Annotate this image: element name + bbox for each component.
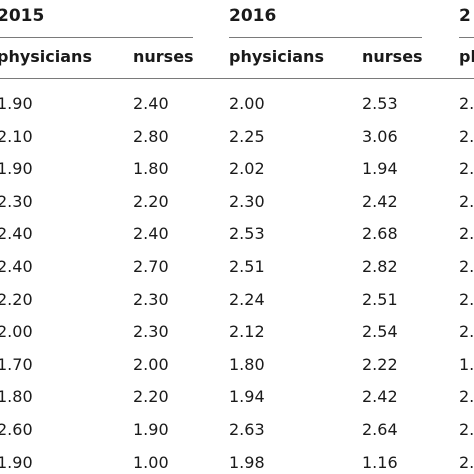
table-cell: 1.90 <box>0 452 33 472</box>
table-cell: 2.40 <box>0 224 33 244</box>
table-cell: 2.30 <box>133 322 169 342</box>
column-header: nurses <box>133 47 194 66</box>
table-cell: 2.24 <box>229 289 265 309</box>
table-cell: 2. <box>459 257 474 276</box>
table-cell: 2.00 <box>0 322 33 342</box>
table-cell: 2.51 <box>229 257 265 276</box>
table-cell: 1.90 <box>0 159 33 179</box>
table-cell: 2.63 <box>229 420 265 439</box>
table-cell: 2.00 <box>133 354 169 374</box>
table-cell: 2. <box>459 159 474 179</box>
table-cell: 2.12 <box>229 322 265 342</box>
table-cell: 2.60 <box>0 420 33 439</box>
column-header: nurses <box>362 47 423 66</box>
table-cell: 1.94 <box>229 387 265 407</box>
year-rule-2015 <box>0 37 193 38</box>
header-rule <box>0 78 474 79</box>
table-cell: 2.82 <box>362 257 398 276</box>
column-header: physicians <box>0 47 92 66</box>
year-header-2016: 2016 <box>229 6 277 26</box>
table-cell: 2.40 <box>133 224 169 244</box>
table-cell: 1.90 <box>0 94 33 113</box>
table-cell: 2.22 <box>362 354 398 374</box>
table-cell: 1.98 <box>229 452 265 472</box>
table-cell: 2.30 <box>229 191 265 211</box>
table-cell: 2.20 <box>133 387 169 407</box>
table-cell: 2.30 <box>133 289 169 309</box>
table-cell: 2. <box>459 224 474 244</box>
table-cell: 1.70 <box>0 354 33 374</box>
year-rule-2016 <box>229 37 422 38</box>
table-cell: 2. <box>459 126 474 146</box>
table-cell: 2.53 <box>362 94 398 113</box>
year-header-2017: 2 <box>459 6 471 26</box>
year-rule-2017 <box>459 37 474 38</box>
table-cell: 1.80 <box>0 387 33 407</box>
table-cell: 1.16 <box>362 452 398 472</box>
table-cell: 2. <box>459 322 474 342</box>
table-cell: 1.94 <box>362 159 398 179</box>
table-cell: 2.53 <box>229 224 265 244</box>
table-cell: 1.90 <box>133 420 169 439</box>
table-cell: 2.40 <box>133 94 169 113</box>
table-cell: 2. <box>459 94 474 113</box>
table-cell: 2.70 <box>133 257 169 276</box>
year-header-2015: 2015 <box>0 6 45 26</box>
table-cell: 2. <box>459 289 474 309</box>
table-cell: 2.00 <box>229 94 265 113</box>
table-cell: 2.40 <box>0 257 33 276</box>
table-cell: 2.51 <box>362 289 398 309</box>
table-cell: 2.10 <box>0 126 33 146</box>
table-cell: 1.80 <box>133 159 169 179</box>
column-header: physicians <box>229 47 324 66</box>
table-cell: 2.68 <box>362 224 398 244</box>
table-cell: 2. <box>459 420 474 439</box>
table-cell: 2.54 <box>362 322 398 342</box>
table-cell: 2.20 <box>133 191 169 211</box>
table-cell: 2. <box>459 452 474 472</box>
table-cell: 2.42 <box>362 191 398 211</box>
table-cell: 2.30 <box>0 191 33 211</box>
table-cell: 2.20 <box>0 289 33 309</box>
table-cell: 3.06 <box>362 126 398 146</box>
table-cell: 2. <box>459 191 474 211</box>
table-cell: 2. <box>459 387 474 407</box>
table-cell: 2.42 <box>362 387 398 407</box>
table-cell: 2.02 <box>229 159 265 179</box>
table-cell: 1.80 <box>229 354 265 374</box>
table-cell: 2.80 <box>133 126 169 146</box>
table-cell: 2.25 <box>229 126 265 146</box>
column-header: pl <box>459 47 474 66</box>
table-cell: 1.00 <box>133 452 169 472</box>
table-cell: 2.64 <box>362 420 398 439</box>
table-cell: 1. <box>459 354 474 374</box>
